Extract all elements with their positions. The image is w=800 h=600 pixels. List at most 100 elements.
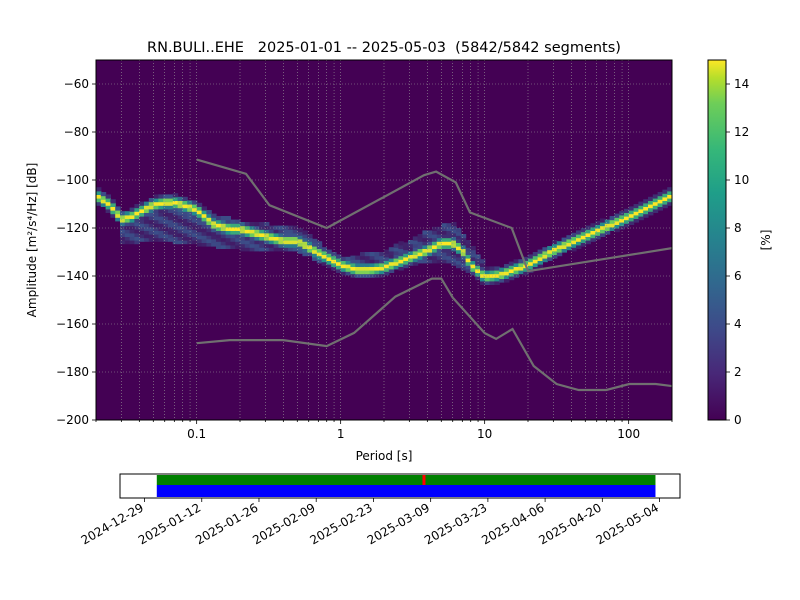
density-cell xyxy=(556,244,563,249)
density-cell xyxy=(129,240,135,245)
density-cell xyxy=(465,258,471,263)
density-cell xyxy=(216,241,222,246)
density-cell xyxy=(177,211,183,216)
density-cell xyxy=(110,202,116,207)
density-cell xyxy=(307,241,313,246)
density-cell xyxy=(240,247,246,252)
density-cell xyxy=(393,254,399,259)
density-cell xyxy=(470,264,476,269)
density-cell xyxy=(283,236,289,241)
y-axis-label: Amplitude [m²/s⁴/Hz] [dB] xyxy=(25,163,39,318)
density-cell xyxy=(225,216,231,221)
density-cell xyxy=(292,240,299,245)
date-tick-label: 2025-04-06 xyxy=(479,500,546,547)
density-cell xyxy=(518,270,524,275)
date-tick-label: 2025-03-09 xyxy=(365,500,432,547)
density-cell xyxy=(432,255,438,260)
density-cell xyxy=(230,237,236,242)
density-cell xyxy=(652,198,659,203)
density-cell xyxy=(432,248,438,253)
density-cell xyxy=(432,259,438,264)
density-cell xyxy=(153,226,159,231)
density-cell xyxy=(211,217,217,222)
density-cell xyxy=(350,270,356,275)
density-cell xyxy=(460,262,467,267)
density-cell xyxy=(206,238,212,243)
density-cell xyxy=(633,204,639,209)
density-cell xyxy=(417,255,423,260)
density-cell xyxy=(288,225,294,230)
density-cell xyxy=(220,230,227,235)
density-cell xyxy=(244,236,251,241)
density-cell xyxy=(345,264,351,269)
density-cell xyxy=(340,260,347,265)
density-cell xyxy=(388,265,395,270)
density-cell xyxy=(422,248,428,253)
density-cell xyxy=(192,229,198,234)
density-cell xyxy=(633,218,639,223)
density-cell xyxy=(484,277,491,282)
density-cell xyxy=(585,240,591,245)
density-cell xyxy=(436,244,443,249)
density-cell xyxy=(172,214,179,219)
density-cell xyxy=(518,262,524,267)
density-cell xyxy=(436,234,443,239)
density-cell xyxy=(532,255,539,260)
density-cell xyxy=(528,261,534,266)
density-cell xyxy=(163,219,169,224)
density-cell xyxy=(283,229,289,234)
density-cell xyxy=(403,256,409,261)
density-cell xyxy=(220,223,227,228)
density-cell xyxy=(153,194,159,199)
y-tick-label: −180 xyxy=(56,365,89,379)
density-cell xyxy=(230,241,236,246)
density-cell xyxy=(408,254,414,259)
density-cell xyxy=(249,229,255,234)
density-cell xyxy=(446,241,452,246)
density-cell xyxy=(624,212,630,217)
density-cell xyxy=(153,234,159,239)
density-cell xyxy=(163,198,169,203)
density-cell xyxy=(134,232,140,237)
density-cell xyxy=(576,244,582,249)
density-cell xyxy=(177,240,183,245)
density-cell xyxy=(158,198,164,203)
density-cell xyxy=(321,261,327,266)
density-cell xyxy=(148,208,155,213)
density-cell xyxy=(192,225,198,230)
density-cell xyxy=(480,273,486,278)
density-cell xyxy=(393,265,399,270)
density-cell xyxy=(235,237,241,242)
density-cell xyxy=(211,228,217,233)
density-cell xyxy=(547,256,553,261)
density-cell xyxy=(451,250,457,255)
density-cell xyxy=(609,219,615,224)
density-cell xyxy=(436,241,443,246)
density-cell xyxy=(528,254,534,259)
density-cell xyxy=(163,194,169,199)
density-cell xyxy=(662,189,668,194)
density-cell xyxy=(422,230,428,235)
density-cell xyxy=(494,270,500,275)
density-cell xyxy=(216,237,222,242)
density-cell xyxy=(187,200,193,205)
density-cell xyxy=(470,267,476,272)
density-cell xyxy=(355,270,361,275)
density-cell xyxy=(513,270,519,275)
density-cell xyxy=(446,252,452,257)
density-cell xyxy=(475,272,481,277)
density-cell xyxy=(465,265,471,270)
density-cell xyxy=(249,240,255,245)
density-cell xyxy=(120,222,126,227)
density-cell xyxy=(456,235,462,240)
y-tick-label: −200 xyxy=(56,413,89,427)
density-cell xyxy=(480,259,486,264)
density-cell xyxy=(148,198,155,203)
density-cell xyxy=(129,232,135,237)
density-cell xyxy=(638,212,644,217)
density-cell xyxy=(393,258,399,263)
density-cell xyxy=(537,256,543,261)
density-cell xyxy=(278,243,284,248)
density-cell xyxy=(216,234,222,239)
density-cell xyxy=(316,252,323,257)
